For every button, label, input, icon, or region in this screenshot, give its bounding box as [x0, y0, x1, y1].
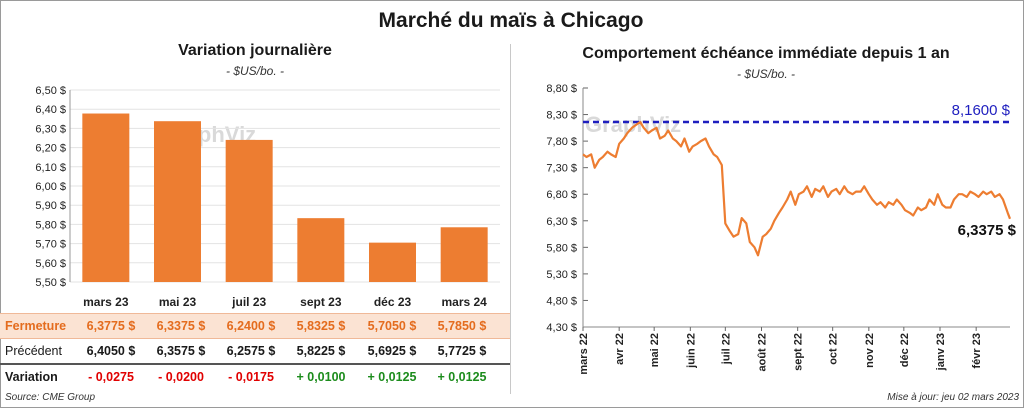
- x-tick-label: janv 23: [935, 333, 947, 371]
- y-tick-label: 4,80 $: [546, 295, 577, 307]
- y-tick-label: 6,20 $: [35, 143, 66, 155]
- y-tick-label: 6,00 $: [35, 181, 66, 193]
- x-tick-label: août 22: [757, 333, 769, 372]
- variation-value: + 0,0100: [296, 370, 346, 384]
- x-tick-label: déc 22: [899, 333, 911, 367]
- y-tick-label: 6,80 $: [546, 189, 577, 201]
- category-label: juil 23: [231, 295, 266, 309]
- panel-divider: [510, 44, 511, 394]
- y-tick-label: 5,30 $: [546, 269, 577, 281]
- x-tick-label: mai 22: [649, 333, 661, 367]
- y-tick-label: 4,30 $: [546, 322, 577, 334]
- y-tick-label: 6,10 $: [35, 162, 66, 174]
- x-tick-label: juil 22: [720, 333, 732, 365]
- variation-value: + 0,0125: [367, 370, 417, 384]
- x-tick-label: avr 22: [614, 333, 626, 365]
- x-tick-label: févr 23: [971, 333, 983, 368]
- y-tick-label: 5,60 $: [35, 258, 66, 270]
- variation-value: - 0,0200: [158, 370, 204, 384]
- bar: [297, 218, 345, 282]
- y-tick-label: 6,40 $: [35, 104, 66, 116]
- bar-chart-title: Variation journalière: [178, 42, 332, 59]
- x-tick-label: oct 22: [828, 333, 840, 365]
- y-tick-label: 6,50 $: [35, 85, 66, 97]
- y-tick-label: 6,30 $: [35, 123, 66, 135]
- y-tick-label: 7,30 $: [546, 163, 577, 175]
- y-tick-label: 7,80 $: [546, 136, 577, 148]
- bar: [369, 242, 416, 282]
- line-chart-unit: - $US/bo. -: [736, 67, 796, 81]
- close-value: 6,3775 $: [86, 319, 136, 333]
- previous-value: 5,8225 $: [296, 344, 346, 358]
- category-label: mars 24: [441, 295, 487, 309]
- line-chart: GraphViz 8,80 $ 8,30 $ 7,80 $ 7,30 $ 6,80 $ 6,…: [546, 83, 1016, 375]
- close-value: 5,7050 $: [367, 319, 417, 333]
- variation-value: - 0,0175: [228, 370, 274, 384]
- previous-value: 6,3575 $: [156, 344, 206, 358]
- price-line: [582, 120, 1012, 257]
- previous-value: 6,2575 $: [226, 344, 276, 358]
- y-tick-label: 5,80 $: [546, 242, 577, 254]
- x-tick-label: sept 22: [793, 333, 805, 371]
- y-tick-label: 5,50 $: [35, 277, 66, 289]
- table-row-close: Fermeture 6,3775 $ 6,3375 $ 6,2400 $ 5,8…: [0, 313, 510, 339]
- table-row-previous: Précédent 6,4050 $ 6,3575 $ 6,2575 $ 5,8…: [0, 339, 510, 365]
- category-label: mai 23: [159, 295, 197, 309]
- y-tick-label: 8,30 $: [546, 110, 577, 122]
- update-note: Mise à jour: jeu 02 mars 2023: [887, 392, 1019, 403]
- bar-chart-unit: - $US/bo. -: [225, 64, 285, 78]
- x-tick-label: mars 22: [578, 333, 590, 375]
- category-label: déc 23: [374, 295, 412, 309]
- y-tick-label: 6,30 $: [546, 216, 577, 228]
- source-note: Source: CME Group: [5, 392, 96, 403]
- category-label: sept 23: [300, 295, 342, 309]
- y-tick-label: 5,90 $: [35, 200, 66, 212]
- variation-label: Variation: [5, 370, 58, 384]
- y-tick-label: 5,70 $: [35, 239, 66, 251]
- close-value: 6,3375 $: [156, 319, 206, 333]
- y-tick-label: 8,80 $: [546, 83, 577, 95]
- x-tick-label: nov 22: [864, 333, 876, 368]
- bar: [225, 139, 273, 282]
- close-value: 6,2400 $: [226, 319, 276, 333]
- previous-value: 6,4050 $: [86, 344, 136, 358]
- bar: [82, 113, 130, 283]
- bar: [154, 121, 201, 282]
- variation-value: - 0,0275: [88, 370, 134, 384]
- bar: [440, 227, 488, 282]
- y-tick-label: 5,80 $: [35, 219, 66, 231]
- line-chart-title: Comportement échéance immédiate depuis 1…: [582, 45, 950, 62]
- close-label: Fermeture: [5, 319, 67, 333]
- previous-value: 5,6925 $: [367, 344, 417, 358]
- variation-value: + 0,0125: [437, 370, 487, 384]
- close-value: 5,8325 $: [296, 319, 346, 333]
- category-label: mars 23: [83, 295, 129, 309]
- close-value: 5,7850 $: [437, 319, 487, 333]
- table-row-variation: Variation - 0,0275 - 0,0200 - 0,0175 + 0…: [0, 365, 510, 389]
- max-label: 8,1600 $: [952, 102, 1011, 119]
- main-title: Marché du maïs à Chicago: [378, 9, 644, 32]
- last-value-label: 6,3375 $: [958, 222, 1017, 239]
- x-tick-label: juin 22: [685, 333, 697, 369]
- previous-value: 5,7725 $: [437, 344, 487, 358]
- previous-label: Précédent: [5, 344, 62, 358]
- watermark: GraphViz: [585, 112, 681, 137]
